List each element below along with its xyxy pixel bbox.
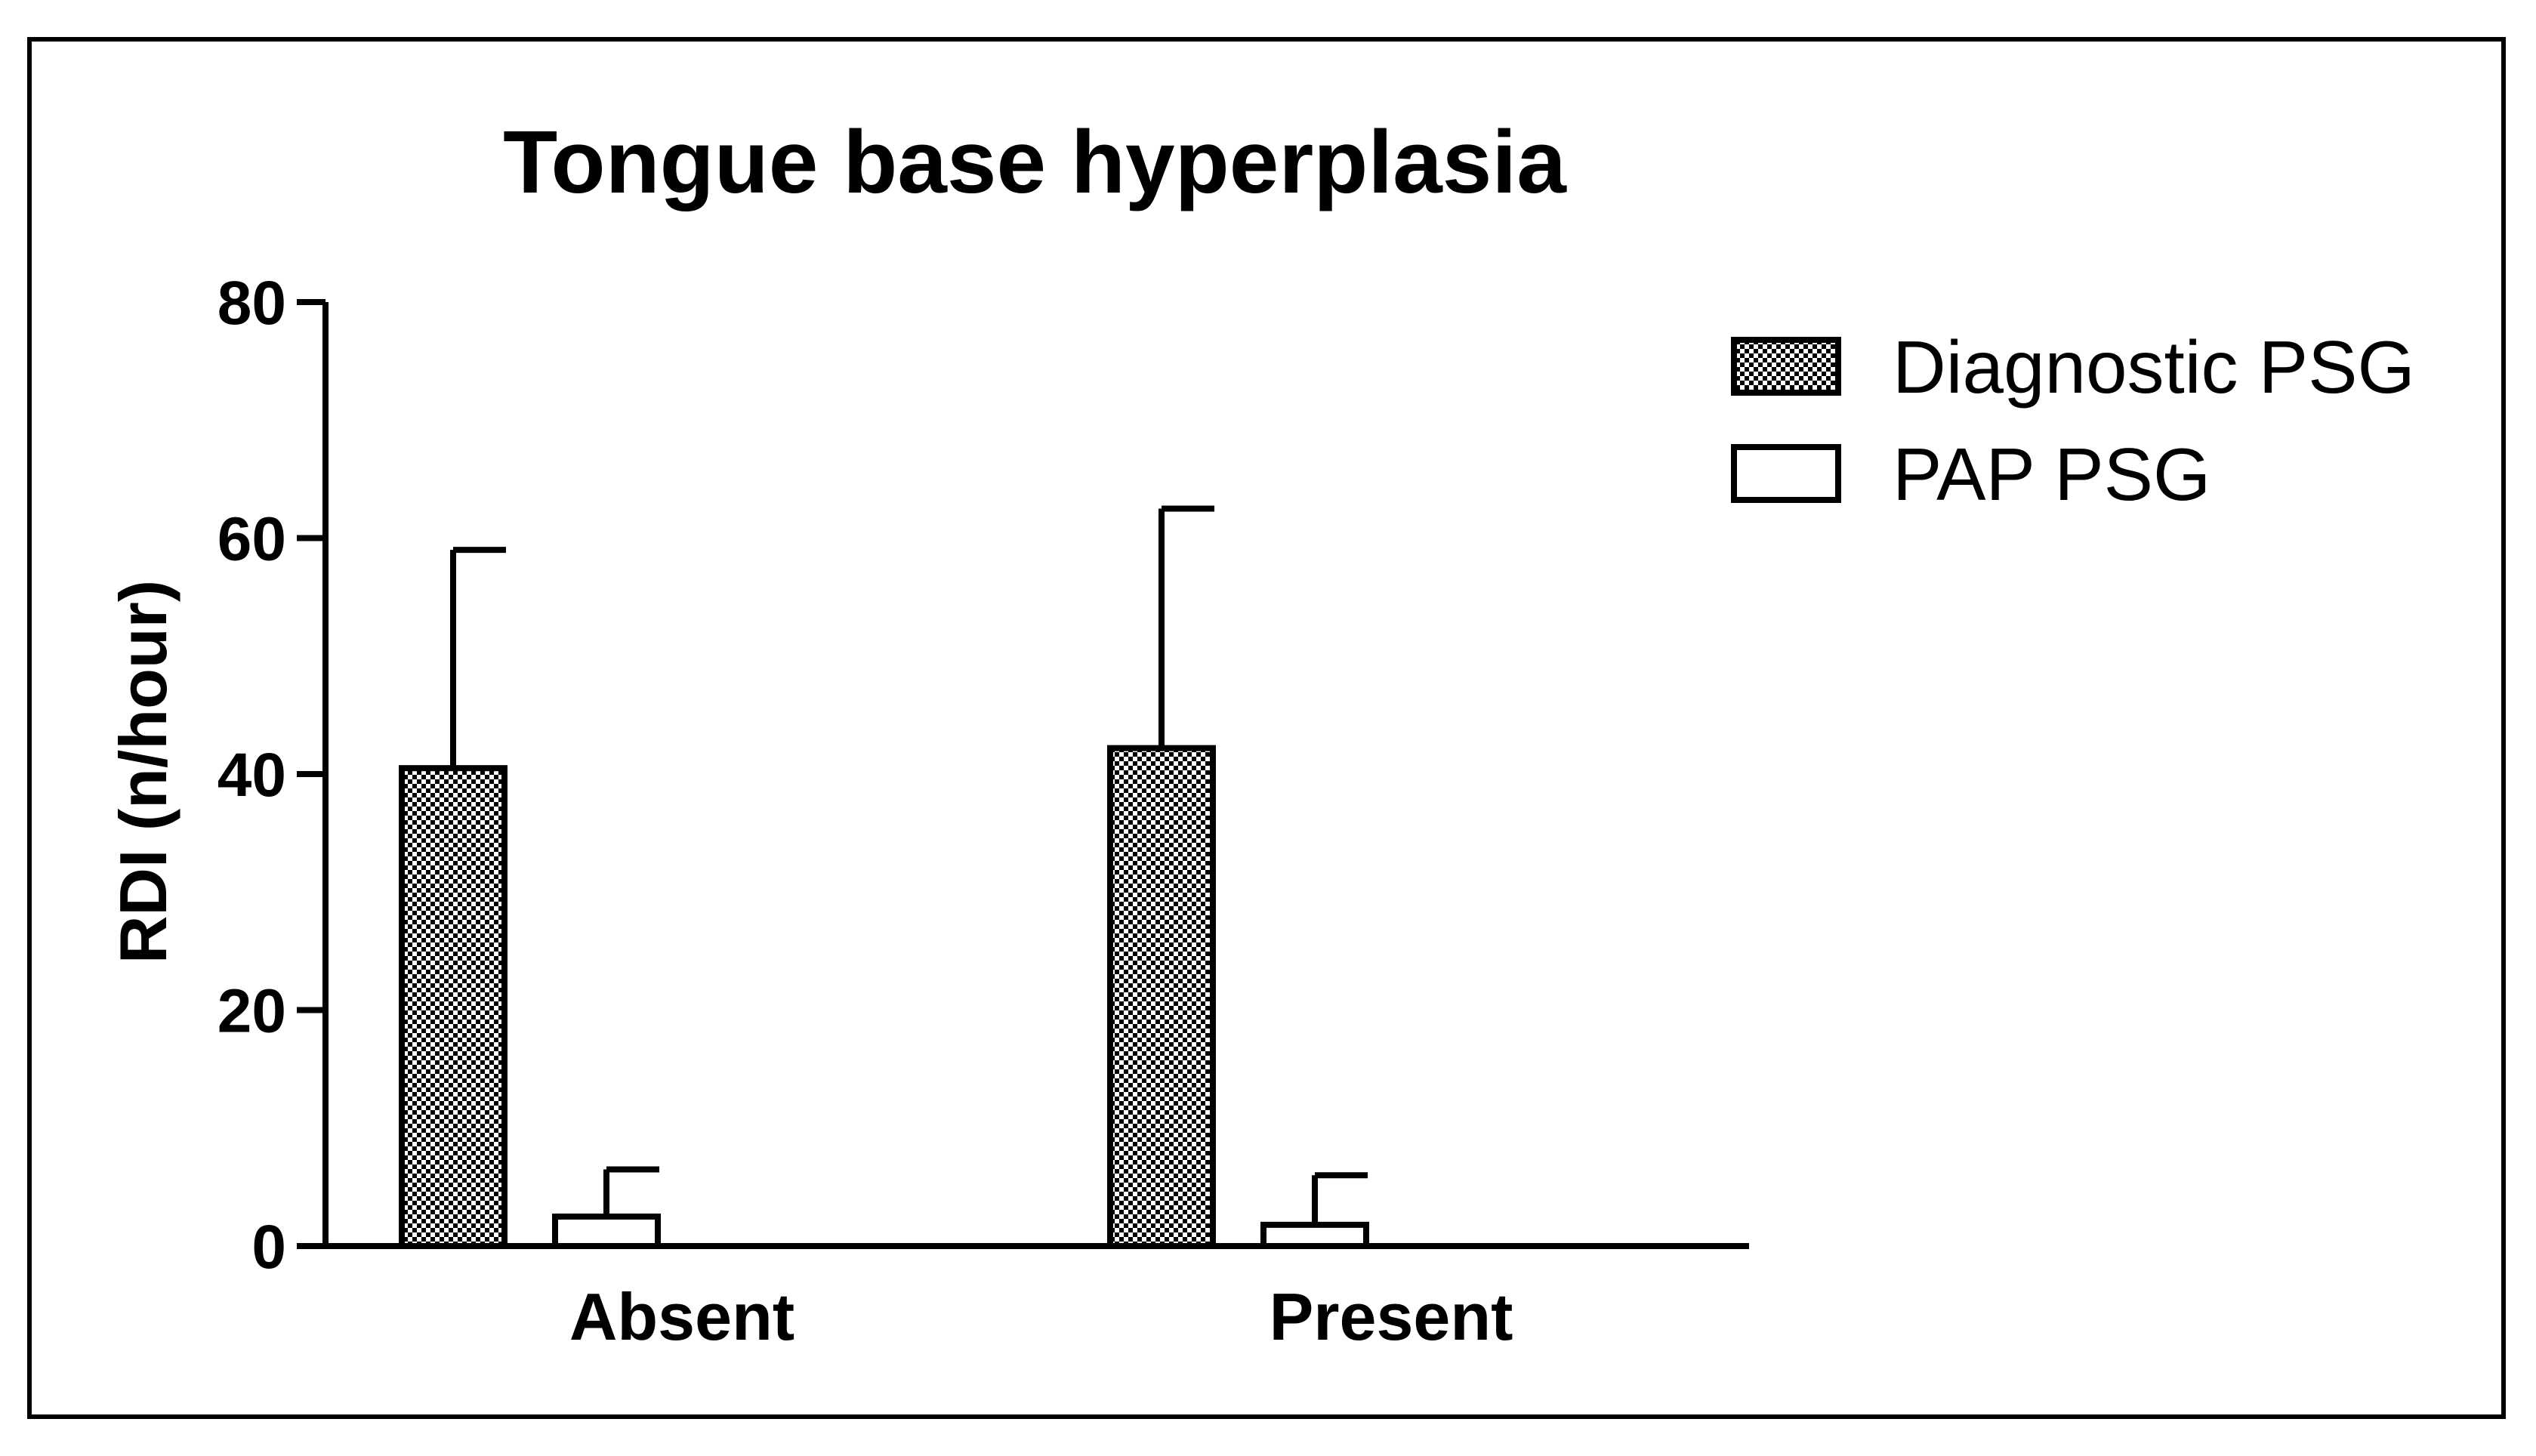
- x-category-label: Absent: [569, 1279, 794, 1354]
- x-category-label: Present: [1270, 1279, 1513, 1354]
- y-tick-label: 0: [251, 1213, 286, 1282]
- legend: Diagnostic PSG PAP PSG: [1731, 325, 2415, 516]
- y-tick-label: 60: [218, 505, 286, 574]
- chart-title: Tongue base hyperplasia: [503, 113, 1567, 212]
- y-tick-label: 20: [218, 977, 286, 1046]
- legend-label-diagnostic-psg: Diagnostic PSG: [1893, 325, 2415, 409]
- y-ticks: 0 20 40 60 80: [218, 269, 325, 1282]
- legend-swatch-diagnostic-psg: [1731, 337, 1841, 396]
- x-categories: Absent Present: [569, 1279, 1513, 1354]
- bar-diagnostic-psg-absent: [399, 765, 508, 1249]
- y-axis-label: RDI (n/hour): [106, 580, 180, 964]
- legend-swatch-pap-psg: [1731, 444, 1841, 503]
- y-tick-label: 40: [218, 741, 286, 810]
- bars: [399, 505, 1369, 1249]
- bar-diagnostic-psg-present: [1107, 745, 1216, 1249]
- axes: [322, 302, 1749, 1249]
- bar-pap-psg-present: [1260, 1221, 1369, 1249]
- y-tick-label: 80: [218, 269, 286, 338]
- legend-label-pap-psg: PAP PSG: [1893, 433, 2211, 516]
- bar-pap-psg-absent: [552, 1213, 661, 1249]
